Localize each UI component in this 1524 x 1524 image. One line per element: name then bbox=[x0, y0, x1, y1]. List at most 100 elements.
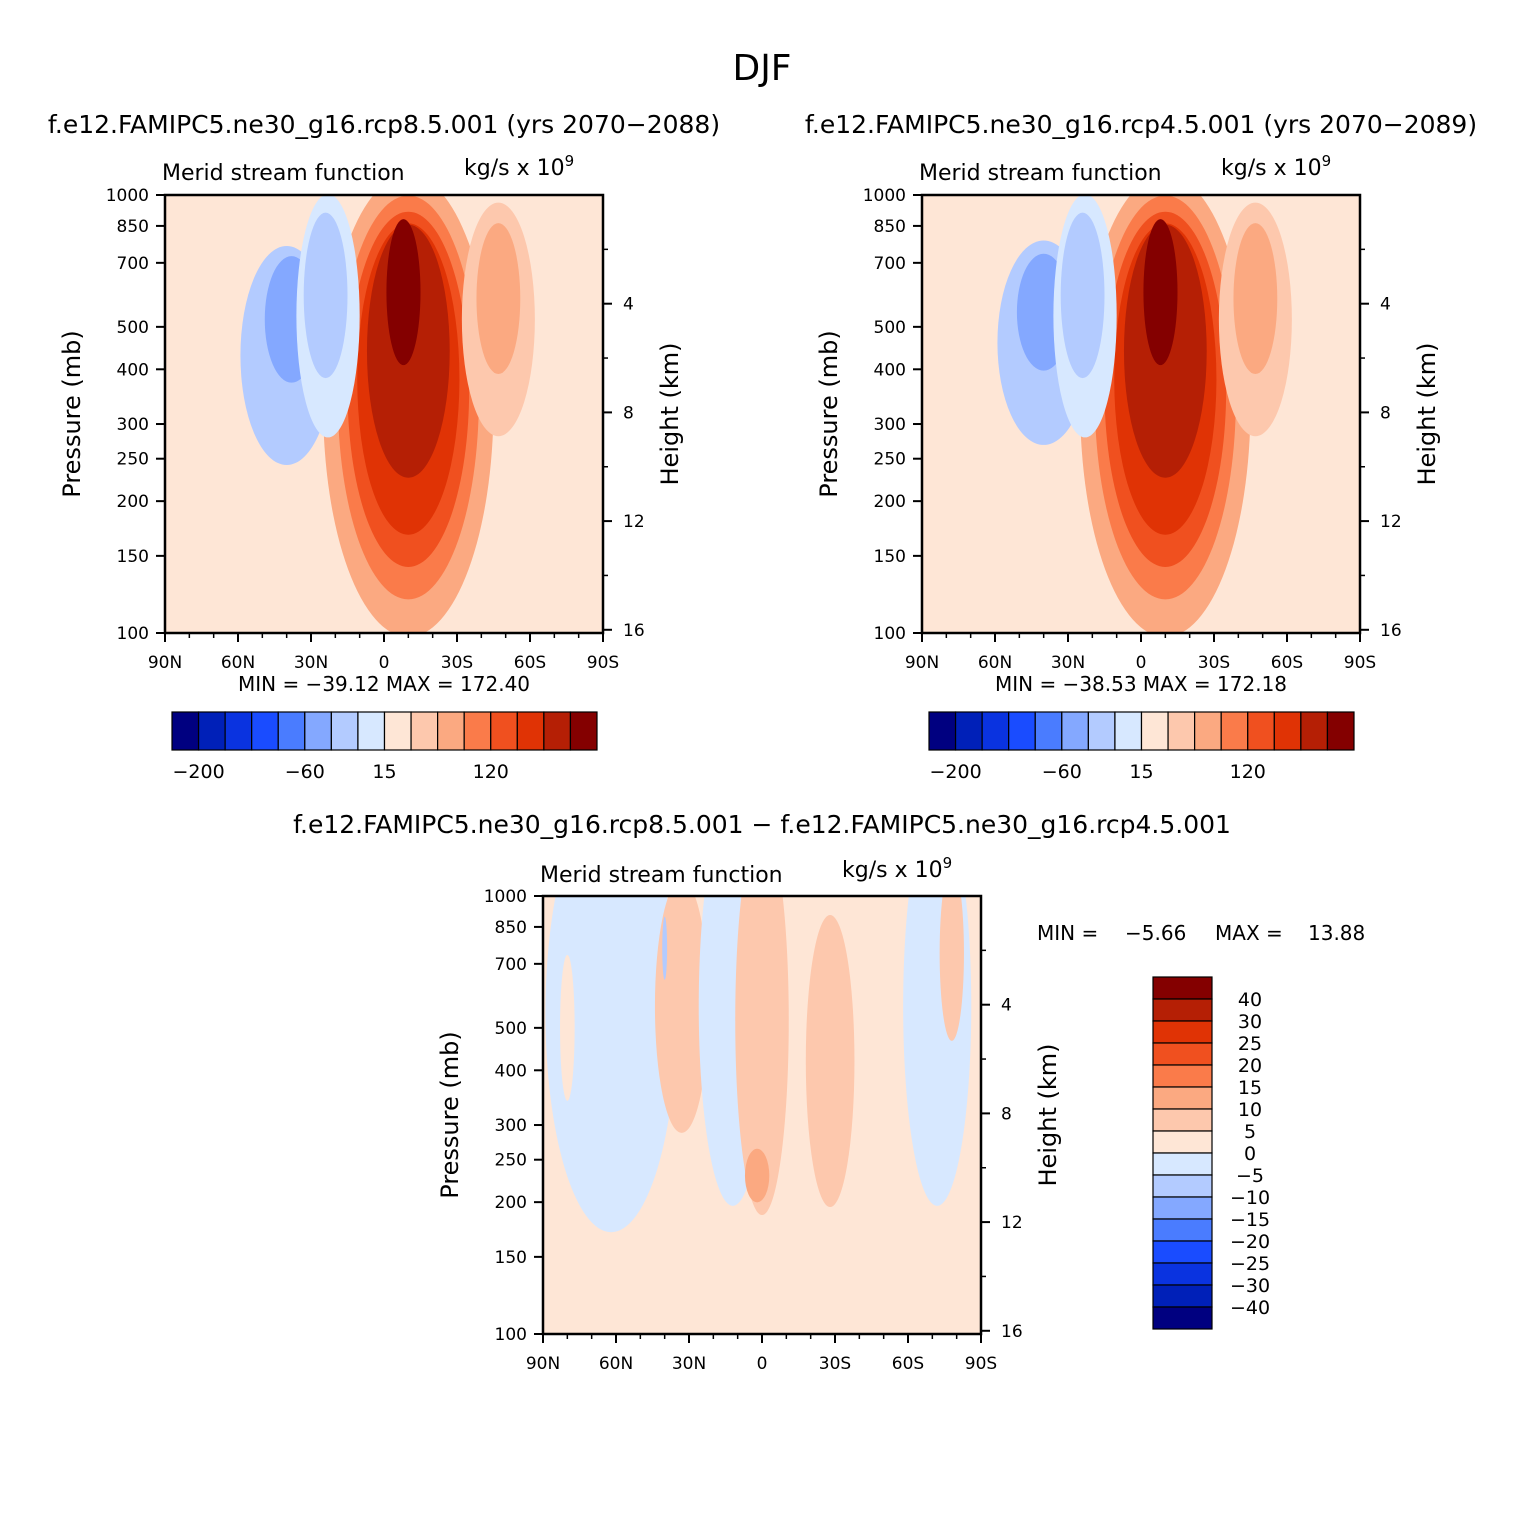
colorbar-bin bbox=[1152, 1042, 1213, 1066]
y-tick-label: 250 bbox=[117, 450, 149, 470]
colorbar-bin bbox=[1167, 711, 1196, 751]
y2-axis-label: Height (km) bbox=[656, 343, 684, 486]
y-tick-label: 1000 bbox=[484, 887, 527, 907]
y-tick-label: 400 bbox=[117, 360, 149, 380]
left-title: Merid stream function bbox=[162, 161, 405, 186]
colorbar-label: −20 bbox=[1230, 1231, 1270, 1253]
colorbar-bin bbox=[463, 711, 492, 751]
x-tick-label: 90N bbox=[905, 653, 939, 673]
y-tick-label: 300 bbox=[874, 415, 906, 435]
y-tick-label: 250 bbox=[495, 1151, 527, 1171]
colorbar-bin bbox=[410, 711, 439, 751]
axes: 90N 60N 30N 0 30S 60S 90S 100 150 200 250 300 400 500… bbox=[863, 186, 1402, 673]
figure-title: DJF bbox=[732, 48, 791, 89]
contour-cell-9 bbox=[560, 954, 575, 1101]
x-tick-label: 0 bbox=[1136, 653, 1147, 673]
colorbar-label: −60 bbox=[285, 761, 325, 783]
panel-rcp85: f.e12.FAMIPC5.ne30_g16.rcp8.5.001 (yrs 2… bbox=[48, 110, 720, 783]
colorbar-bin bbox=[1152, 1020, 1213, 1044]
colorbar-label: 20 bbox=[1238, 1055, 1262, 1077]
y2-tick-label: 12 bbox=[623, 512, 645, 532]
colorbar-label: 10 bbox=[1238, 1099, 1262, 1121]
colorbar-bin bbox=[1152, 1152, 1213, 1176]
contour-cell-0 bbox=[922, 195, 1022, 451]
y2-axis-label: Height (km) bbox=[1034, 1044, 1062, 1187]
colorbar-label: 40 bbox=[1238, 989, 1262, 1011]
min-max-text: MIN = −38.53 MAX = 172.18 bbox=[995, 672, 1287, 696]
x-tick-label: 90N bbox=[526, 1354, 560, 1374]
colorbar-label: −10 bbox=[1230, 1187, 1270, 1209]
y-tick-label: 1000 bbox=[863, 186, 906, 206]
colorbar-label: −15 bbox=[1230, 1209, 1270, 1231]
x-tick-label: 30S bbox=[819, 1354, 851, 1374]
contour-cell-10 bbox=[303, 212, 348, 379]
colorbar-label: −200 bbox=[929, 761, 981, 783]
contour-cell-1 bbox=[654, 896, 709, 1133]
y-tick-label: 200 bbox=[495, 1193, 527, 1213]
colorbar-bin bbox=[1008, 711, 1036, 751]
colorbar-bin bbox=[981, 711, 1010, 751]
y-tick-label: 400 bbox=[874, 360, 906, 380]
colorbar-label: 15 bbox=[1238, 1077, 1262, 1099]
right-title: kg/s x 109 bbox=[464, 152, 574, 181]
colorbar-bin bbox=[1152, 998, 1213, 1022]
y-tick-label: 500 bbox=[495, 1019, 527, 1039]
x-tick-label: 60S bbox=[514, 653, 546, 673]
case-title: f.e12.FAMIPC5.ne30_g16.rcp8.5.001 − f.e1… bbox=[293, 810, 1231, 839]
colorbar-label: 15 bbox=[1129, 761, 1153, 783]
colorbar-bin bbox=[1152, 1284, 1213, 1308]
colorbar-label: 30 bbox=[1238, 1011, 1262, 1033]
y-tick-label: 100 bbox=[117, 624, 149, 644]
y-tick-label: 500 bbox=[117, 318, 149, 338]
contour-field bbox=[922, 195, 1360, 633]
y2-tick-label: 8 bbox=[1380, 403, 1391, 423]
colorbar-bin bbox=[1140, 711, 1169, 751]
colorbar-bin bbox=[1152, 1064, 1213, 1088]
y-tick-label: 300 bbox=[117, 415, 149, 435]
left-title: Merid stream function bbox=[919, 161, 1162, 186]
colorbar-bin bbox=[1220, 711, 1249, 751]
y-tick-label: 850 bbox=[117, 217, 149, 237]
x-tick-label: 60N bbox=[978, 653, 1012, 673]
colorbar-bin bbox=[330, 711, 359, 751]
right-title: kg/s x 109 bbox=[1221, 152, 1331, 181]
y-tick-label: 1000 bbox=[106, 186, 149, 206]
colorbar-bin bbox=[1152, 1306, 1213, 1330]
y-tick-label: 100 bbox=[874, 624, 906, 644]
axes: 90N 60N 30N 0 30S 60S 90S 100 150 200 250 300 400 500… bbox=[106, 186, 645, 673]
case-title: f.e12.FAMIPC5.ne30_g16.rcp8.5.001 (yrs 2… bbox=[48, 110, 720, 139]
colorbar-bin bbox=[954, 711, 983, 751]
y-tick-label: 200 bbox=[874, 492, 906, 512]
colorbar-bin bbox=[277, 711, 306, 751]
colorbar-bin bbox=[1152, 1262, 1213, 1286]
x-tick-label: 30N bbox=[294, 653, 328, 673]
x-tick-label: 0 bbox=[379, 653, 390, 673]
y-tick-label: 500 bbox=[874, 318, 906, 338]
contour-cell-4 bbox=[744, 1148, 770, 1203]
colorbar-bin bbox=[1034, 711, 1063, 751]
y-tick-label: 200 bbox=[117, 492, 149, 512]
y-axis-label: Pressure (mb) bbox=[815, 330, 843, 497]
y-tick-label: 850 bbox=[874, 217, 906, 237]
colorbar-label: 120 bbox=[473, 761, 509, 783]
y2-tick-label: 4 bbox=[1001, 996, 1012, 1016]
contour-field bbox=[543, 896, 981, 1334]
y-tick-label: 700 bbox=[495, 955, 527, 975]
x-tick-label: 90S bbox=[587, 653, 619, 673]
colorbar-bin bbox=[171, 711, 200, 751]
colorbar-bin bbox=[1152, 1240, 1213, 1264]
colorbar-bin bbox=[1300, 711, 1329, 751]
contour-cell-12 bbox=[1233, 223, 1278, 375]
colorbar-bin bbox=[543, 711, 572, 751]
y2-tick-label: 8 bbox=[1001, 1104, 1012, 1124]
colorbar-bin bbox=[928, 711, 957, 751]
colorbar-bin bbox=[251, 711, 279, 751]
colorbar-label: −30 bbox=[1230, 1275, 1270, 1297]
colorbar-bin bbox=[1152, 1086, 1213, 1110]
x-tick-label: 30S bbox=[1198, 653, 1230, 673]
y-tick-label: 400 bbox=[495, 1061, 527, 1081]
y2-tick-label: 16 bbox=[1001, 1322, 1023, 1342]
y-tick-label: 700 bbox=[117, 254, 149, 274]
colorbar-label: 5 bbox=[1244, 1121, 1256, 1143]
